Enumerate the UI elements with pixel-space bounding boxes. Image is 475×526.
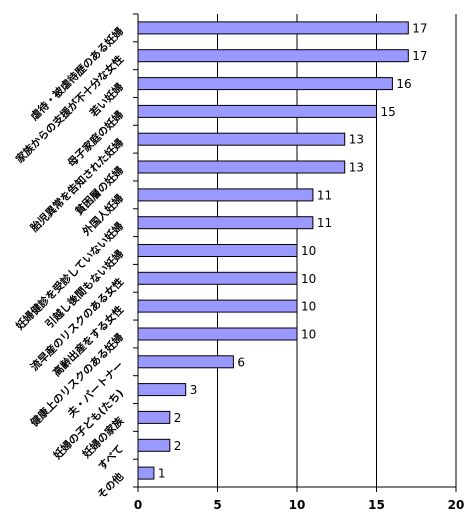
x-tick-labels: 0 5 10 15 20 — [134, 498, 465, 512]
x-tick-label-0: 0 — [134, 498, 142, 512]
data-label-4: 13 — [349, 133, 364, 147]
x-tick-label-3: 15 — [368, 498, 385, 512]
data-label-11: 10 — [301, 328, 316, 342]
data-label-16: 1 — [158, 467, 166, 481]
bar-11 — [137, 327, 298, 341]
bars — [137, 21, 409, 480]
bar-7 — [137, 216, 314, 230]
bar-13 — [137, 383, 187, 397]
bar-12 — [137, 355, 234, 369]
x-tick-label-2: 10 — [289, 498, 306, 512]
x-tick-label-1: 5 — [213, 498, 221, 512]
bar-14 — [137, 410, 171, 424]
data-label-8: 10 — [301, 244, 316, 258]
category-labels: 虐待・被虐待歴のある妊婦家族からの支援が不十分な女性若い妊婦母子家庭の妊婦胎児異… — [13, 24, 126, 501]
bar-3 — [137, 104, 377, 118]
bar-4 — [137, 132, 346, 146]
x-tick-label-4: 20 — [448, 498, 465, 512]
data-label-6: 11 — [317, 188, 332, 202]
data-label-9: 10 — [301, 272, 316, 286]
bar-6 — [137, 188, 314, 202]
bar-16 — [137, 466, 155, 480]
data-label-0: 17 — [412, 21, 427, 35]
bar-2 — [137, 77, 393, 91]
bar-5 — [137, 160, 346, 174]
data-label-7: 11 — [317, 216, 332, 230]
data-label-2: 16 — [396, 77, 411, 91]
data-label-13: 3 — [190, 383, 198, 397]
category-label-16: その他 — [95, 470, 127, 502]
bar-0 — [137, 21, 409, 35]
bar-9 — [137, 271, 298, 285]
axes — [133, 13, 457, 492]
data-label-12: 6 — [237, 355, 245, 369]
bar-8 — [137, 244, 298, 257]
data-label-14: 2 — [174, 411, 182, 425]
data-label-3: 15 — [381, 105, 396, 119]
bar-15 — [137, 438, 171, 452]
data-label-1: 17 — [412, 49, 427, 63]
bar-10 — [137, 299, 298, 313]
data-label-15: 2 — [174, 439, 182, 453]
data-label-5: 13 — [349, 161, 364, 175]
bar-1 — [137, 49, 409, 63]
data-label-10: 10 — [301, 300, 316, 314]
